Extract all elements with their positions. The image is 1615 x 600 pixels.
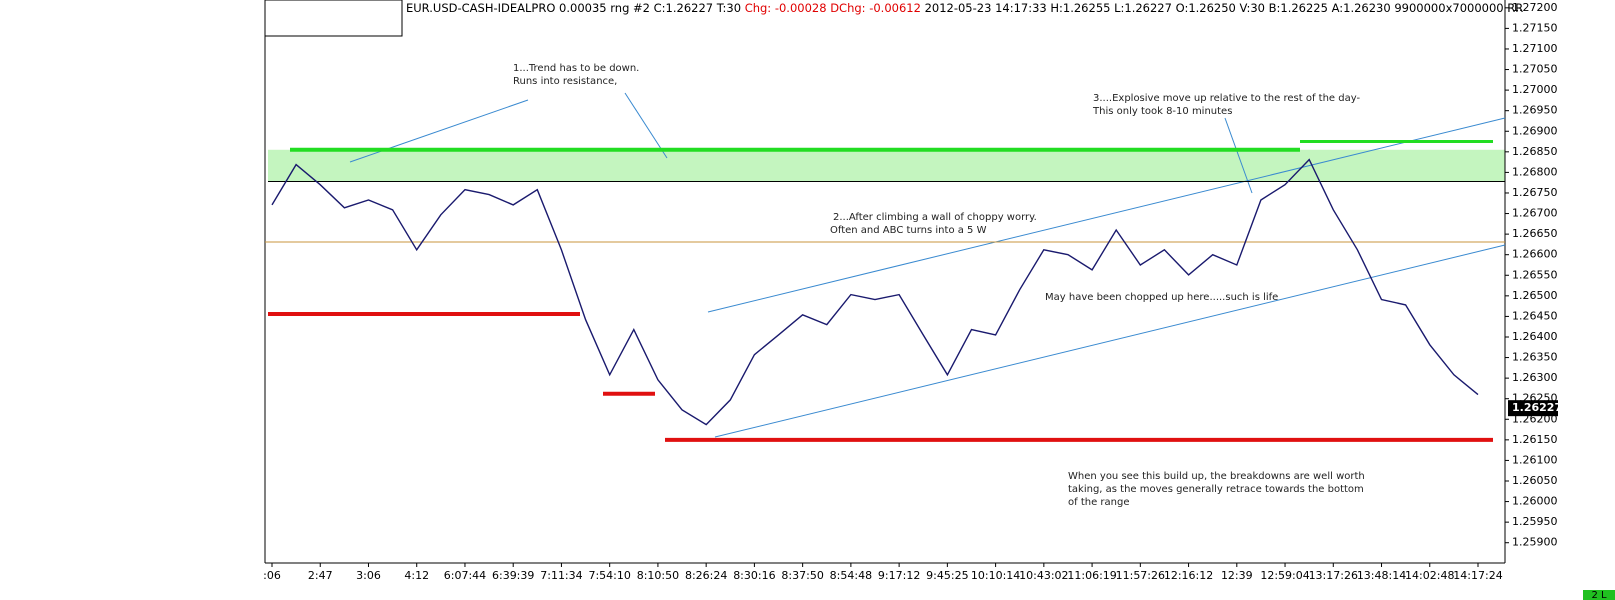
y-tick-label: 1.27000 <box>1512 83 1558 96</box>
header-part: DChg: -0.00612 <box>830 1 921 15</box>
x-tick-label: 9:17:12 <box>878 569 920 582</box>
y-tick-label: 1.26800 <box>1512 165 1558 178</box>
corner-label: 2 L <box>1591 590 1607 600</box>
x-tick-label: 12:59:04 <box>1260 569 1309 582</box>
x-tick-label: 10:10:14 <box>971 569 1020 582</box>
x-tick-label: 9:45:25 <box>926 569 968 582</box>
x-tick-label: 11:57:26 <box>1116 569 1165 582</box>
x-tick-label: 14:02:48 <box>1405 569 1454 582</box>
x-tick-label: 2:47 <box>308 569 333 582</box>
x-tick-label: 7:11:34 <box>540 569 582 582</box>
y-tick-label: 1.26850 <box>1512 145 1558 158</box>
x-tick-label: 8:37:50 <box>781 569 823 582</box>
y-tick-label: 1.26700 <box>1512 207 1558 220</box>
x-tick-label: 8:10:50 <box>637 569 679 582</box>
x-tick-label: 6:39:39 <box>492 569 534 582</box>
y-tick-label: 1.26900 <box>1512 124 1558 137</box>
annotation: This only took 8-10 minutes <box>1092 106 1232 117</box>
y-tick-label: 1.26650 <box>1512 227 1558 240</box>
x-tick-label: 10:43:02 <box>1019 569 1068 582</box>
y-tick-label: 1.27100 <box>1512 42 1558 55</box>
x-tick-label: 11:06:19 <box>1067 569 1116 582</box>
y-tick-label: 1.26450 <box>1512 309 1558 322</box>
y-tick-label: 1.27050 <box>1512 63 1558 76</box>
x-tick-label: 7:54:10 <box>588 569 630 582</box>
annotation: Often and ABC turns into a 5 W <box>830 225 987 236</box>
annotation: 1...Trend has to be down. <box>513 63 639 74</box>
corner-box <box>1583 590 1615 600</box>
header: EUR.USD-CASH-IDEALPRO 0.00035 rng #2 C:1… <box>406 1 1523 15</box>
y-tick-label: 1.26350 <box>1512 351 1558 364</box>
x-tick-label: 8:54:48 <box>830 569 872 582</box>
annotation: Runs into resistance, <box>513 76 617 87</box>
header-part: EUR.USD-CASH-IDEALPRO 0.00035 rng #2 C:1… <box>406 1 741 15</box>
last-price-box <box>1508 400 1558 417</box>
x-tick-label: 6:07:44 <box>444 569 486 582</box>
annotation: 3....Explosive move up relative to the r… <box>1093 93 1360 104</box>
trendlines <box>349 92 1506 438</box>
annotation: taking, as the moves generally retrace t… <box>1068 484 1364 495</box>
x-tick-label: 8:30:16 <box>733 569 775 582</box>
y-tick-label: 1.26150 <box>1512 433 1558 446</box>
annotation: of the range <box>1068 497 1129 508</box>
y-tick-label: 1.27150 <box>1512 21 1558 34</box>
pointer <box>1224 117 1253 194</box>
annotation: May have been chopped up here.....such i… <box>1045 292 1278 303</box>
y-tick-label: 1.26550 <box>1512 268 1558 281</box>
y-tick-label: 1.26950 <box>1512 104 1558 117</box>
y-tick-label: 1.26300 <box>1512 371 1558 384</box>
y-tick-label: 1.26750 <box>1512 186 1558 199</box>
x-tick-label: 4:12 <box>404 569 429 582</box>
y-tick-label: 1.26600 <box>1512 248 1558 261</box>
x-tick-label: 13:17:26 <box>1309 569 1358 582</box>
y-tick-label: 1.26400 <box>1512 330 1558 343</box>
y-tick-label: 1.26100 <box>1512 453 1558 466</box>
y-tick-label: 1.25900 <box>1512 536 1558 549</box>
resistance-band <box>268 149 1505 182</box>
y-tick-label: 1.26000 <box>1512 495 1558 508</box>
y-tick-label: 1.26050 <box>1512 474 1558 487</box>
channel-lower <box>714 244 1506 438</box>
corner-box <box>264 0 403 37</box>
x-tick-label: :06 <box>263 569 281 582</box>
x-tick-label: 8:26:24 <box>685 569 727 582</box>
last-price-label: 1.26227 <box>1512 401 1562 414</box>
price-line <box>271 158 1479 426</box>
y-tick-label: 1.26500 <box>1512 289 1558 302</box>
x-tick-label: 12:16:12 <box>1164 569 1213 582</box>
y-tick-label: 1.25950 <box>1512 515 1558 528</box>
x-tick-label: 14:17:24 <box>1453 569 1502 582</box>
x-tick-label: 12:39 <box>1221 569 1253 582</box>
annotation: 2...After climbing a wall of choppy worr… <box>833 212 1037 223</box>
header-part: Chg: -0.00028 <box>745 1 827 15</box>
y-tick-label: 1.27200 <box>1512 1 1558 14</box>
x-tick-label: 13:48:14 <box>1357 569 1406 582</box>
header-part: 2012-05-23 14:17:33 H:1.26255 L:1.26227 … <box>925 1 1524 15</box>
pointer <box>624 92 668 159</box>
x-tick-label: 3:06 <box>356 569 381 582</box>
annotation: When you see this build up, the breakdow… <box>1068 471 1365 482</box>
channel-upper <box>707 117 1506 313</box>
